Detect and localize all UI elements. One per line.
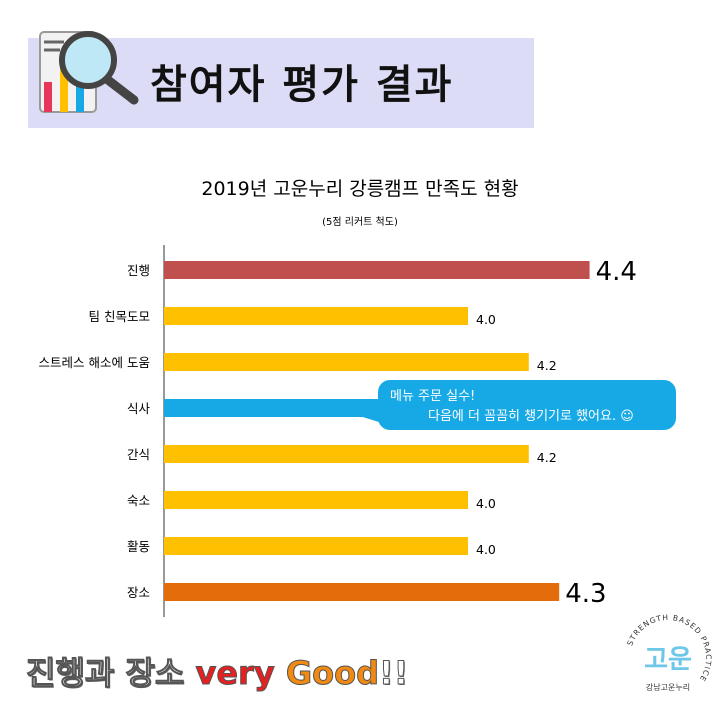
data-label: 4.0: [476, 312, 496, 327]
footer-slogan: 진행과 장소 very Good!!: [25, 648, 409, 694]
bar: [164, 307, 468, 325]
data-label: 4.2: [537, 358, 557, 373]
bar: [164, 491, 468, 509]
category-label: 활동: [127, 539, 150, 554]
category-label: 숙소: [127, 493, 150, 508]
logo-subtext: 강남고운누리: [646, 682, 690, 692]
callout-line-2: 다음에 더 꼼꼼히 챙기기로 했어요. ☺: [428, 409, 634, 424]
footer-very: very: [195, 654, 286, 693]
data-label: 4.4: [596, 257, 637, 287]
page-title: 참여자 평가 결과: [150, 62, 454, 108]
data-label: 4.0: [476, 542, 496, 557]
callout-bubble: [378, 380, 676, 430]
footer-korean: 진행과 장소: [25, 654, 196, 693]
category-label: 진행: [127, 263, 150, 278]
callout-line-1: 메뉴 주문 실수!: [390, 389, 476, 404]
data-label: 4.2: [537, 450, 557, 465]
organization-logo: STRENGTH BASED PRACTICE 고운 강남고운누리: [625, 613, 712, 692]
bar: [164, 353, 529, 371]
data-label: 4.3: [565, 579, 606, 609]
bar: [164, 445, 529, 463]
logo-mark: 고운: [644, 645, 692, 675]
bar: [164, 261, 590, 279]
bar: [164, 537, 468, 555]
category-label: 스트레스 해소에 도움: [39, 355, 150, 370]
category-label: 장소: [127, 585, 150, 600]
category-label: 식사: [127, 401, 151, 416]
chart-subtitle: (5점 리커트 척도): [322, 217, 398, 228]
footer-bang: !!: [378, 654, 409, 693]
callout-tail: [350, 405, 382, 423]
category-label: 간식: [127, 447, 150, 462]
data-label: 4.0: [476, 496, 496, 511]
footer-good: Good: [285, 654, 379, 693]
chart-title: 2019년 고운누리 강릉캠프 만족도 현황: [201, 178, 519, 200]
magnifier-chart-icon: [39, 31, 139, 113]
category-label: 팀 친목도모: [89, 309, 150, 324]
bar: [164, 583, 560, 601]
